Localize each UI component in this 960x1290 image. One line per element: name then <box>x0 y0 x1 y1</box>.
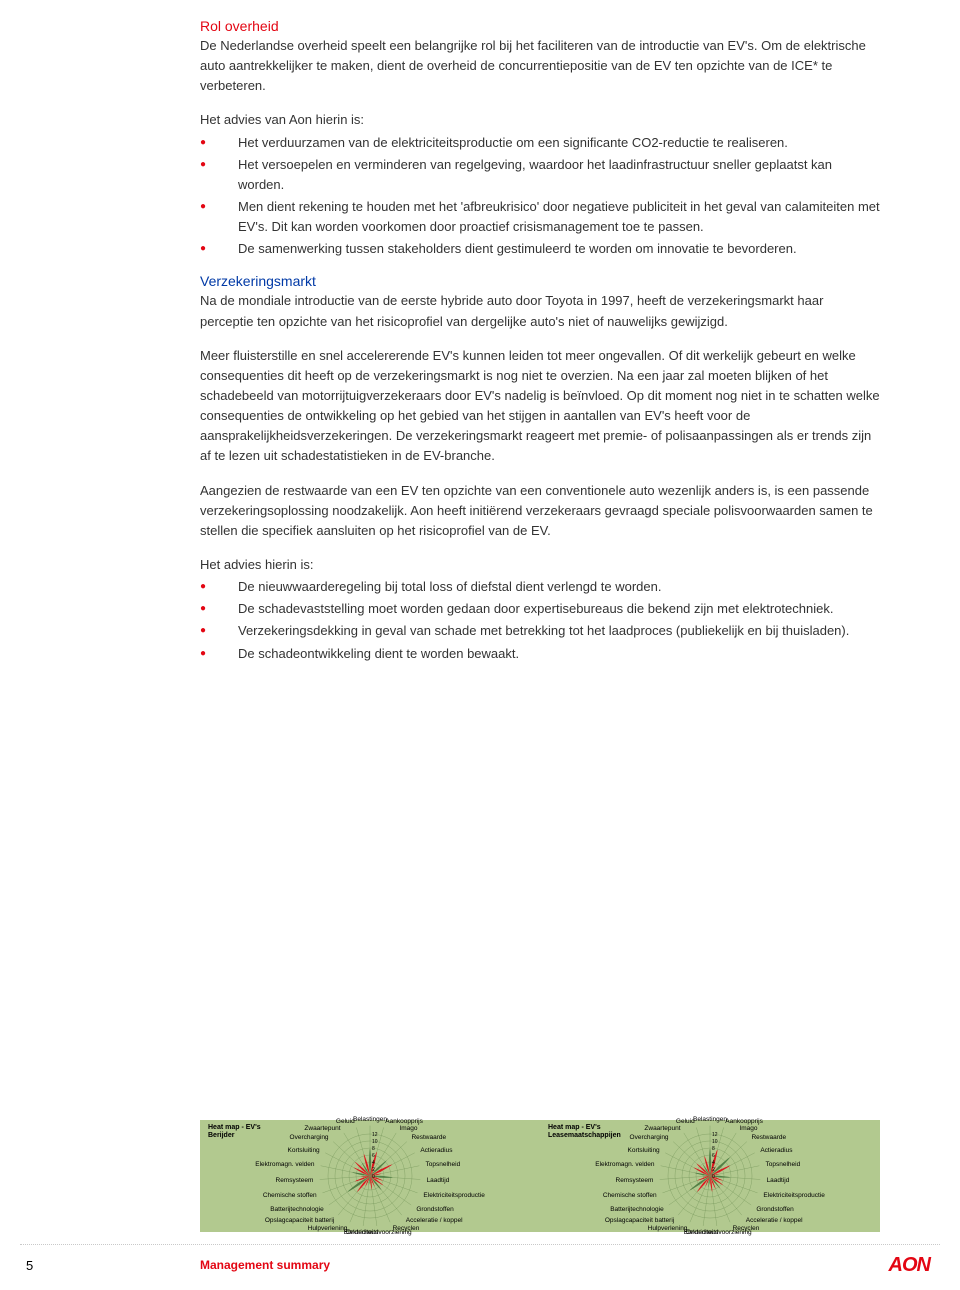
radar-label: Onderhoud <box>346 1229 379 1236</box>
main-content: Rol overheid De Nederlandse overheid spe… <box>200 18 880 678</box>
radar-label: Chemische stoffen <box>263 1192 317 1199</box>
svg-text:8: 8 <box>712 1146 715 1152</box>
radar-label: Elektromagn. velden <box>595 1161 654 1168</box>
section2-bullets: De nieuwwaarderegeling bij total loss of… <box>200 577 880 664</box>
footer-separator <box>20 1244 940 1245</box>
radar-label: Zwaartepunt <box>304 1125 340 1132</box>
bullet-item: Het versoepelen en verminderen van regel… <box>200 155 880 195</box>
radar-label: Belastingen <box>693 1116 727 1123</box>
heatmap-charts: Heat map - EV's Berijder 024681012Belast… <box>200 1120 880 1232</box>
bullet-item: De nieuwwaarderegeling bij total loss of… <box>200 577 880 597</box>
radar-label: Overcharging <box>290 1134 329 1141</box>
radar-label: Acceleratie / koppel <box>746 1217 803 1224</box>
radar-label: Laadtijd <box>767 1177 790 1184</box>
radar-label: Zwaartepunt <box>644 1125 680 1132</box>
svg-text:0: 0 <box>372 1174 375 1180</box>
radar-label: Batterijtechnologie <box>270 1206 323 1213</box>
radar-label: Elektriciteitsproductie <box>423 1192 484 1199</box>
radar-label: Topsnelheid <box>426 1161 461 1168</box>
bullet-item: De schadeontwikkeling dient te worden be… <box>200 644 880 664</box>
radar-label: Geluid <box>676 1118 695 1125</box>
radar-label: Opslagcapaciteit batterij <box>605 1217 674 1224</box>
radar-label: Topsnelheid <box>766 1161 801 1168</box>
section2-intro: Het advies hierin is: <box>200 555 880 575</box>
radar-label: Imago <box>399 1125 417 1132</box>
bullet-item: Het verduurzamen van de elektriciteitspr… <box>200 133 880 153</box>
svg-text:12: 12 <box>372 1132 378 1138</box>
radar-label: Hulpverlening <box>308 1225 348 1232</box>
radar-label: Belastingen <box>353 1116 387 1123</box>
radar-label: Grondstoffen <box>416 1206 453 1213</box>
radar-label: Overcharging <box>630 1134 669 1141</box>
svg-text:4: 4 <box>372 1160 375 1166</box>
radar-label: Restwaarde <box>411 1134 446 1141</box>
radar-label: Actieradius <box>760 1147 792 1154</box>
radar-label: Geluid <box>336 1118 355 1125</box>
radar-label: Remsysteem <box>616 1177 654 1184</box>
section2-paragraph-3: Aangezien de restwaarde van een EV ten o… <box>200 481 880 541</box>
radar-label: Elektriciteitsproductie <box>763 1192 824 1199</box>
svg-text:0: 0 <box>712 1174 715 1180</box>
bullet-item: De samenwerking tussen stakeholders dien… <box>200 239 880 259</box>
svg-text:10: 10 <box>372 1139 378 1145</box>
svg-text:12: 12 <box>712 1132 718 1138</box>
bullet-item: Men dient rekening te houden met het 'af… <box>200 197 880 237</box>
page-number: 5 <box>26 1258 33 1273</box>
section1-bullets: Het verduurzamen van de elektriciteitspr… <box>200 133 880 260</box>
bullet-item: De schadevaststelling moet worden gedaan… <box>200 599 880 619</box>
radar-label: Remsysteem <box>276 1177 314 1184</box>
radar-chart-berijder: Heat map - EV's Berijder 024681012Belast… <box>200 1120 540 1232</box>
bullet-item: Verzekeringsdekking in geval van schade … <box>200 621 880 641</box>
section2-paragraph-1: Na de mondiale introductie van de eerste… <box>200 291 880 331</box>
radar-label: Laadtijd <box>427 1177 450 1184</box>
radar-label: Elektromagn. velden <box>255 1161 314 1168</box>
svg-text:8: 8 <box>372 1146 375 1152</box>
radar-label: Hulpverlening <box>648 1225 688 1232</box>
radar-label: Kortsluiting <box>628 1147 660 1154</box>
svg-text:2: 2 <box>712 1167 715 1173</box>
aon-logo: AON <box>889 1254 930 1277</box>
radar-label: Acceleratie / koppel <box>406 1217 463 1224</box>
radar-label: Kortsluiting <box>288 1147 320 1154</box>
svg-text:4: 4 <box>712 1160 715 1166</box>
footer-label: Management summary <box>200 1258 330 1272</box>
svg-text:6: 6 <box>372 1153 375 1159</box>
radar-label: Actieradius <box>420 1147 452 1154</box>
radar-label: Opslagcapaciteit batterij <box>265 1217 334 1224</box>
radar-label: Imago <box>739 1125 757 1132</box>
radar-label: Chemische stoffen <box>603 1192 657 1199</box>
svg-text:10: 10 <box>712 1139 718 1145</box>
radar-label: Onderhoud <box>686 1229 719 1236</box>
radar-label: Grondstoffen <box>756 1206 793 1213</box>
radar-chart-lease: Heat map - EV's Leasemaatschappijen 0246… <box>540 1120 880 1232</box>
section2-heading: Verzekeringsmarkt <box>200 273 880 289</box>
radar-label: Restwaarde <box>751 1134 786 1141</box>
svg-text:6: 6 <box>712 1153 715 1159</box>
section1-paragraph-1: De Nederlandse overheid speelt een belan… <box>200 36 880 96</box>
svg-text:2: 2 <box>372 1167 375 1173</box>
radar-label: Batterijtechnologie <box>610 1206 663 1213</box>
section1-heading: Rol overheid <box>200 18 880 34</box>
section1-intro: Het advies van Aon hierin is: <box>200 110 880 130</box>
section2-paragraph-2: Meer fluisterstille en snel accelererend… <box>200 346 880 467</box>
